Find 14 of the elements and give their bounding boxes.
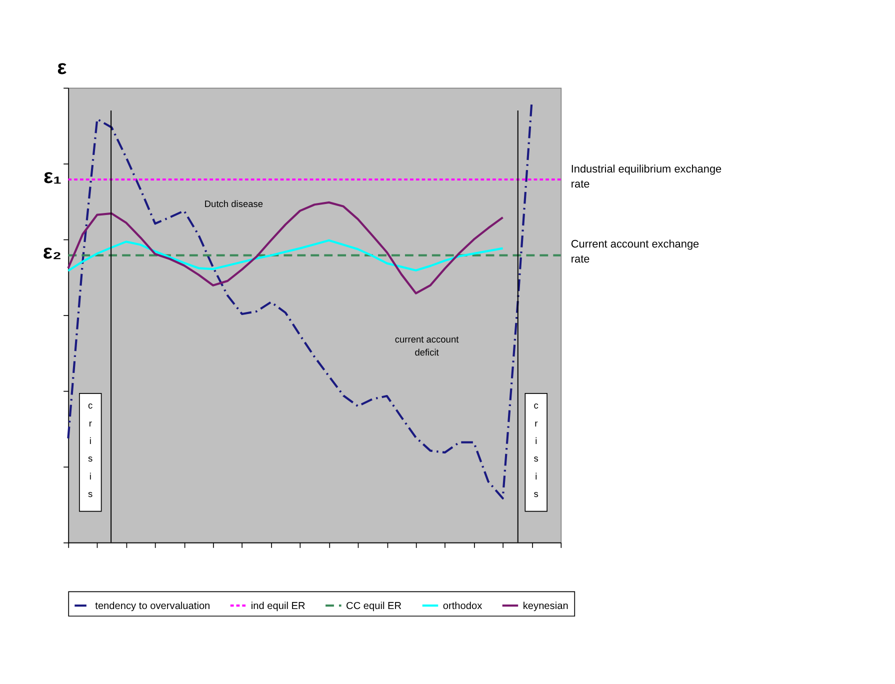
legend-label: ind equil ER: [250, 600, 306, 612]
annotation: crisis: [88, 400, 94, 500]
text: Current account exchange rate: [570, 238, 700, 266]
annotation: current account deficit: [394, 334, 460, 358]
legend-label: tendency to overvaluation: [95, 600, 210, 612]
legend-label: CC equil ER: [346, 600, 402, 612]
text: ε₂: [42, 241, 62, 264]
y-axis-title: ε: [57, 56, 68, 79]
text: Industrial equilibrium exchange rate: [570, 163, 722, 190]
annotation: crisis: [534, 400, 539, 500]
text: ε₁: [44, 166, 62, 188]
annotation: Dutch disease: [204, 199, 264, 210]
legend-label: keynesian: [522, 600, 568, 612]
legend-label: orthodox: [442, 600, 482, 612]
